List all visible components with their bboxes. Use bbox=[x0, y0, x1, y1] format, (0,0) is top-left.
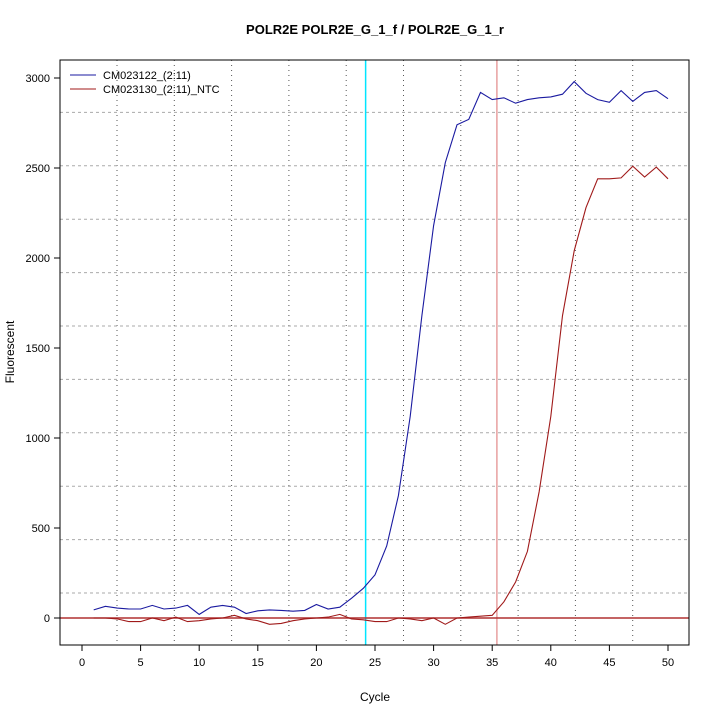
x-tick-label: 30 bbox=[427, 657, 439, 669]
y-tick-label: 3000 bbox=[26, 73, 50, 85]
y-axis-label: Fluorescent bbox=[3, 320, 17, 383]
x-tick-label: 15 bbox=[252, 657, 264, 669]
x-tick-label: 20 bbox=[310, 657, 322, 669]
y-tick-label: 2000 bbox=[26, 253, 50, 265]
y-tick-label: 0 bbox=[44, 613, 50, 625]
y-tick-label: 1500 bbox=[26, 343, 50, 355]
y-tick-label: 500 bbox=[32, 523, 50, 535]
x-tick-label: 50 bbox=[662, 657, 674, 669]
x-axis-label: Cycle bbox=[360, 690, 390, 704]
x-tick-label: 0 bbox=[79, 657, 85, 669]
chart-title: POLR2E POLR2E_G_1_f / POLR2E_G_1_r bbox=[246, 22, 504, 37]
x-tick-label: 5 bbox=[138, 657, 144, 669]
x-tick-label: 45 bbox=[603, 657, 615, 669]
x-tick-label: 40 bbox=[545, 657, 557, 669]
y-tick-label: 2500 bbox=[26, 163, 50, 175]
legend-label: CM023122_(2:11) bbox=[103, 70, 191, 82]
series-line-2 bbox=[93, 165, 669, 625]
legend-label: CM023130_(2:11)_NTC bbox=[103, 84, 220, 96]
series-line-1 bbox=[93, 80, 669, 616]
y-tick-label: 1000 bbox=[26, 433, 50, 445]
x-tick-label: 25 bbox=[369, 657, 381, 669]
legend: CM023122_(2:11) CM023130_(2:11)_NTC bbox=[70, 70, 220, 96]
x-tick-label: 10 bbox=[193, 657, 205, 669]
x-tick-label: 35 bbox=[486, 657, 498, 669]
